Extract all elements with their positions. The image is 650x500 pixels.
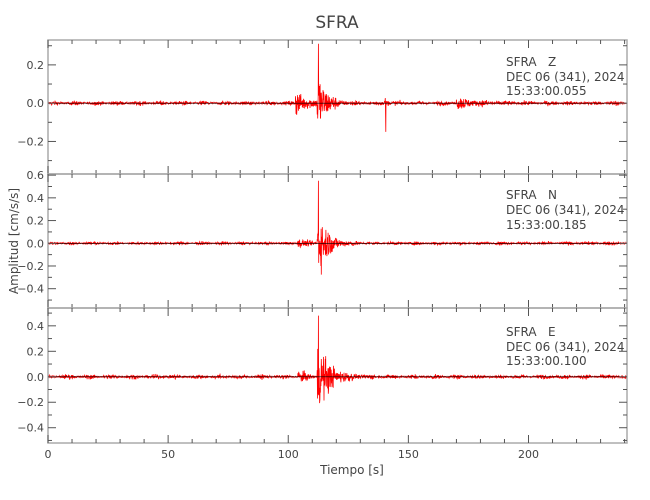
panel-e-labels: SFRA E DEC 06 (341), 2024 15:33:00.100 (506, 325, 625, 368)
x-tick-label: 0 (45, 448, 52, 461)
y-tick-label: 0.2 (27, 345, 45, 358)
station-label-e: SFRA E (506, 325, 556, 339)
time-label-z: 15:33:00.055 (506, 84, 587, 98)
panel-n: 0.6 0.4 0.2 0.0 −0.2 −0.4 (17, 169, 628, 309)
chart-title: SFRA (315, 13, 359, 33)
station-label-n: SFRA N (506, 188, 557, 202)
time-label-n: 15:33:00.185 (506, 218, 587, 232)
x-tick-label: 50 (161, 448, 175, 461)
panel-e: 0.4 0.2 0.0 −0.2 −0.40 50 100 150 200 (17, 307, 628, 461)
y-axis-label: Amplitud [cm/s/s] (7, 188, 21, 294)
y-tick-label: 0.0 (27, 371, 45, 384)
x-tick-label: 150 (398, 448, 419, 461)
date-label-e: DEC 06 (341), 2024 (506, 340, 625, 354)
y-tick-label: −0.2 (17, 396, 44, 409)
y-tick-label: 0.0 (27, 97, 45, 110)
y-tick-label: 0.4 (27, 320, 45, 333)
y-tick-label: 0.2 (27, 59, 45, 72)
waveform-n (48, 180, 628, 275)
station-label-z: SFRA Z (506, 55, 556, 69)
x-axis-label: Tiempo [s] (319, 463, 384, 477)
time-label-e: 15:33:00.100 (506, 354, 587, 368)
y-tick-label: 0.2 (27, 215, 45, 228)
x-tick-label: 100 (278, 448, 299, 461)
date-label-n: DEC 06 (341), 2024 (506, 203, 625, 217)
x-tick-label: 200 (518, 448, 539, 461)
panel-n-labels: SFRA N DEC 06 (341), 2024 15:33:00.185 (506, 188, 625, 232)
y-tick-label: 0.0 (27, 237, 45, 250)
y-tick-label: 0.4 (27, 192, 45, 205)
y-tick-label: −0.4 (17, 422, 44, 435)
y-tick-label: −0.2 (17, 260, 44, 273)
date-label-z: DEC 06 (341), 2024 (506, 70, 625, 84)
y-tick-label: −0.2 (17, 135, 44, 148)
panel-frame (47, 307, 628, 444)
y-tick-label: 0.6 (27, 169, 45, 182)
y-tick-label: −0.4 (17, 283, 44, 296)
panel-z-labels: SFRA Z DEC 06 (341), 2024 15:33:00.055 (506, 55, 625, 98)
